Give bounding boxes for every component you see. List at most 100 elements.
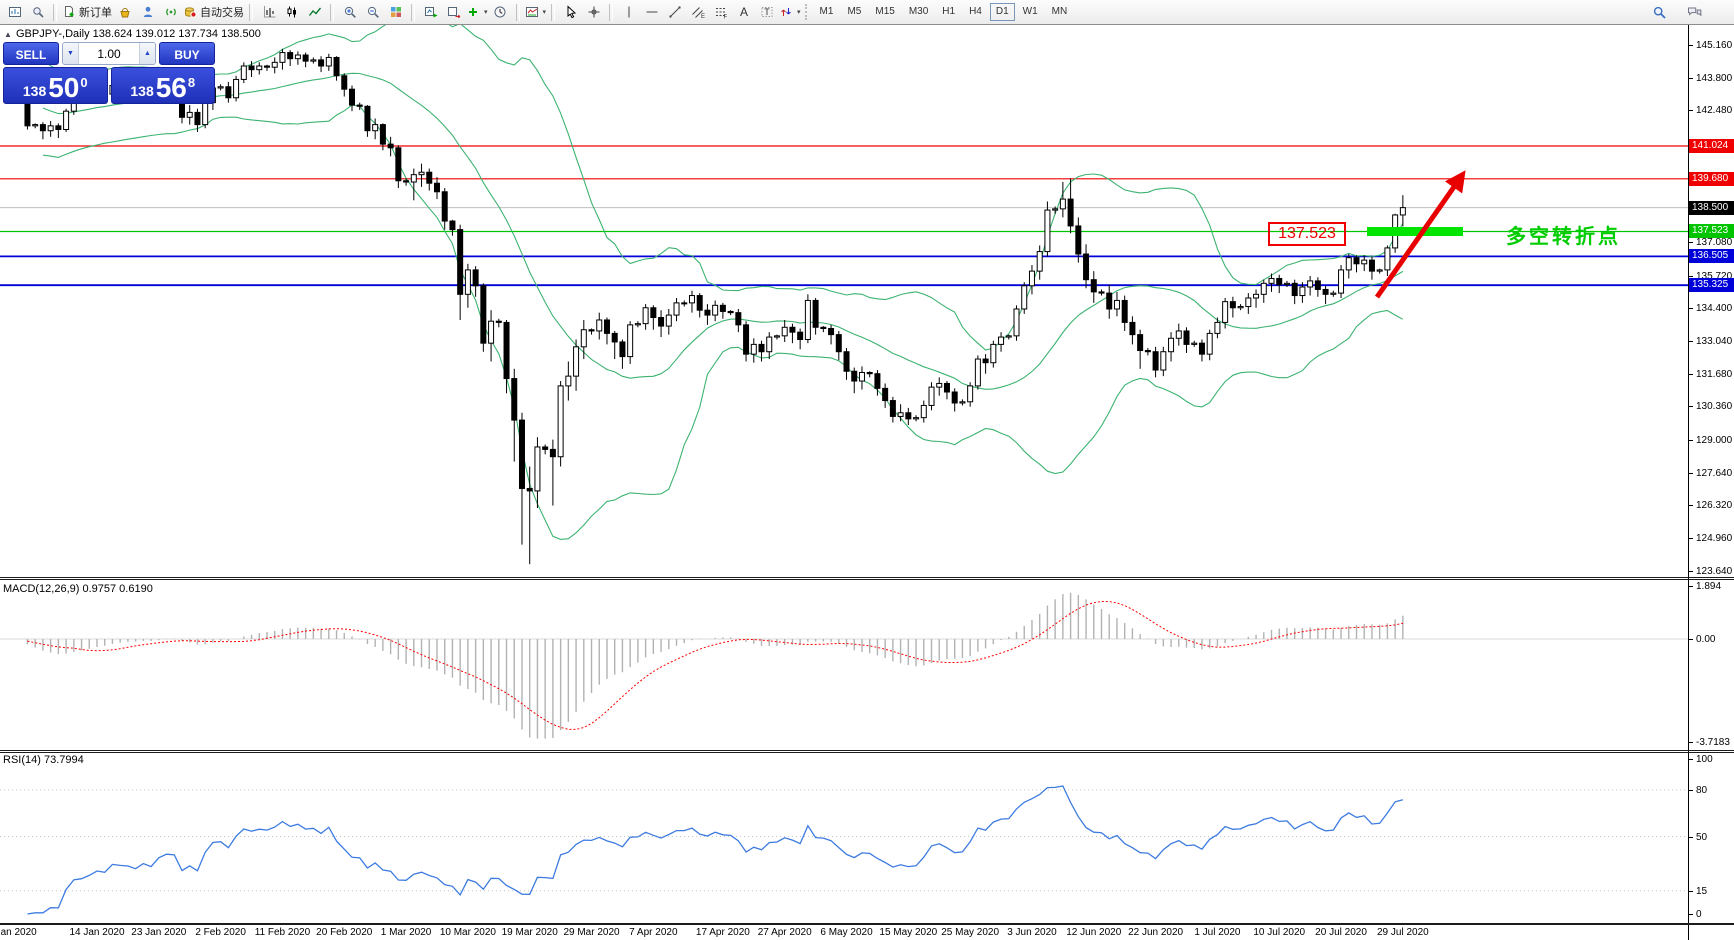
price-tick-label: 80 — [1689, 784, 1734, 797]
text-label-tool-icon[interactable]: T — [756, 2, 777, 22]
volume-down-button[interactable]: ▼ — [63, 43, 79, 64]
toolbar-separator — [249, 3, 253, 21]
svg-text:27 Apr 2020: 27 Apr 2020 — [758, 927, 812, 938]
panel-collapse-icon[interactable]: ▲ — [4, 30, 12, 39]
turning-point-note[interactable]: 多空转折点 — [1506, 226, 1621, 248]
svg-text:25 May 2020: 25 May 2020 — [941, 927, 999, 938]
main-toolbar: 新订单 自动交易 ▾ ▾ E F A T ▾ — [0, 0, 1734, 25]
svg-text:22 Jun 2020: 22 Jun 2020 — [1128, 927, 1183, 938]
svg-text:F: F — [723, 15, 727, 20]
chevron-down-icon: ▾ — [484, 9, 488, 16]
horizontal-line-tool-icon[interactable] — [641, 2, 662, 22]
toolbar-grip — [804, 4, 810, 20]
sell-price-pips: 50 — [48, 72, 80, 103]
timeframe-d1-button[interactable]: D1 — [989, 3, 1015, 21]
price-tick-label: 135.720 — [1689, 270, 1734, 283]
timeframe-mn-button[interactable]: MN — [1046, 3, 1074, 21]
svg-text:2 Feb 2020: 2 Feb 2020 — [195, 927, 246, 938]
pane-divider[interactable] — [0, 752, 1734, 753]
period-clock-icon[interactable] — [490, 2, 511, 22]
buy-price-pips: 56 — [155, 72, 187, 103]
bar-chart-icon[interactable] — [258, 2, 279, 22]
timeframe-h4-button[interactable]: H4 — [963, 3, 988, 21]
sell-price-big: 138 — [22, 83, 47, 99]
svg-text:19 Mar 2020: 19 Mar 2020 — [502, 927, 559, 938]
auto-trading-button[interactable]: 自动交易 — [183, 2, 244, 22]
price-badge-label: 138.500 — [1689, 200, 1734, 215]
trendline-tool-icon[interactable] — [664, 2, 685, 22]
buy-price-box[interactable]: 138 56 8 — [110, 67, 215, 104]
price-tick-label: 124.960 — [1689, 532, 1734, 545]
svg-text:20 Jul 2020: 20 Jul 2020 — [1315, 927, 1367, 938]
timeframe-m5-button[interactable]: M5 — [841, 3, 867, 21]
arrows-tool-icon[interactable]: ▾ — [779, 2, 801, 22]
candlestick-icon[interactable] — [281, 2, 302, 22]
zoom-in-icon[interactable] — [339, 2, 360, 22]
styles-bucket-icon[interactable] — [114, 2, 135, 22]
bollinger-bands — [42, 25, 1404, 540]
line-chart-icon[interactable] — [304, 2, 325, 22]
timeframe-m1-button[interactable]: M1 — [814, 3, 840, 21]
price-tick-label: 143.800 — [1689, 72, 1734, 85]
price-annotation-box[interactable]: 137.523 — [1268, 222, 1346, 246]
timeframe-h1-button[interactable]: H1 — [936, 3, 961, 21]
auto-scroll-icon[interactable] — [420, 2, 441, 22]
svg-text:17 Apr 2020: 17 Apr 2020 — [696, 927, 750, 938]
chevron-down-icon: ▾ — [542, 9, 547, 16]
price-tick-label: 1.894 — [1689, 580, 1734, 593]
pane-divider[interactable] — [0, 579, 1734, 580]
fibonacci-tool-icon[interactable]: F — [710, 2, 731, 22]
crosshair-icon[interactable] — [583, 2, 604, 22]
sell-price-box[interactable]: 138 50 0 — [3, 67, 108, 104]
add-indicator-icon[interactable]: ▾ — [466, 2, 488, 22]
chat-icon[interactable] — [1684, 2, 1705, 22]
pane-divider[interactable] — [0, 750, 1734, 751]
timeframe-w1-button[interactable]: W1 — [1017, 3, 1044, 21]
svg-text:3 Jun 2020: 3 Jun 2020 — [1007, 927, 1057, 938]
new-chart-icon[interactable] — [4, 2, 25, 22]
timeframe-m15-button[interactable]: M15 — [869, 3, 900, 21]
new-order-button[interactable]: 新订单 — [62, 2, 112, 22]
new-order-icon — [65, 6, 74, 17]
svg-text:A: A — [740, 5, 748, 19]
profile-icon[interactable] — [137, 2, 158, 22]
toolbar-separator — [515, 3, 520, 21]
buy-price-big: 138 — [130, 83, 154, 99]
volume-up-button[interactable]: ▲ — [139, 43, 155, 64]
svg-text:15 May 2020: 15 May 2020 — [879, 927, 937, 938]
timeframe-m30-button[interactable]: M30 — [903, 3, 934, 21]
chart-title: GBPJPY-,Daily 138.624 139.012 137.734 13… — [16, 28, 261, 40]
signals-icon[interactable] — [160, 2, 181, 22]
vertical-line-tool-icon[interactable] — [618, 2, 639, 22]
pane-divider[interactable] — [0, 577, 1734, 578]
tile-windows-icon[interactable] — [385, 2, 406, 22]
zoom-out-icon[interactable] — [362, 2, 383, 22]
templates-icon[interactable]: ▾ — [525, 2, 547, 22]
toolbar-separator — [609, 3, 614, 21]
price-badge-label: 135.325 — [1689, 278, 1734, 293]
chart-preview-icon[interactable] — [27, 2, 48, 22]
price-tick-label: 50 — [1689, 831, 1734, 844]
search-icon[interactable] — [1649, 2, 1670, 22]
date-axis: 1 Jan 2020 14 Jan 2020 23 Jan 2020 2 Feb 20… — [0, 927, 1429, 938]
svg-text:1 Mar 2020: 1 Mar 2020 — [381, 927, 432, 938]
buy-button[interactable]: BUY — [159, 42, 215, 65]
price-badge-label: 136.505 — [1689, 249, 1734, 264]
svg-text:11 Feb 2020: 11 Feb 2020 — [255, 927, 311, 938]
new-order-label: 新订单 — [79, 7, 112, 19]
price-tick-label: 100 — [1689, 753, 1734, 766]
buy-price-sup: 8 — [187, 75, 196, 90]
price-tick-label: 0 — [1689, 908, 1734, 921]
channel-tool-icon[interactable]: E — [687, 2, 708, 22]
cursor-icon[interactable] — [560, 2, 581, 22]
text-tool-icon[interactable]: A — [733, 2, 754, 22]
sell-button[interactable]: SELL — [3, 42, 59, 65]
chart-canvas[interactable]: 1 Jan 2020 14 Jan 2020 23 Jan 2020 2 Feb 20… — [0, 25, 1688, 940]
price-tick-label: 130.360 — [1689, 400, 1734, 413]
toolbar-separator — [330, 3, 334, 21]
price-tick-label: 0.00 — [1689, 633, 1734, 646]
price-tick-label: 145.160 — [1689, 39, 1734, 52]
chart-shift-icon[interactable] — [443, 2, 464, 22]
volume-input[interactable] — [79, 43, 139, 64]
toolbar-separator — [551, 3, 556, 21]
